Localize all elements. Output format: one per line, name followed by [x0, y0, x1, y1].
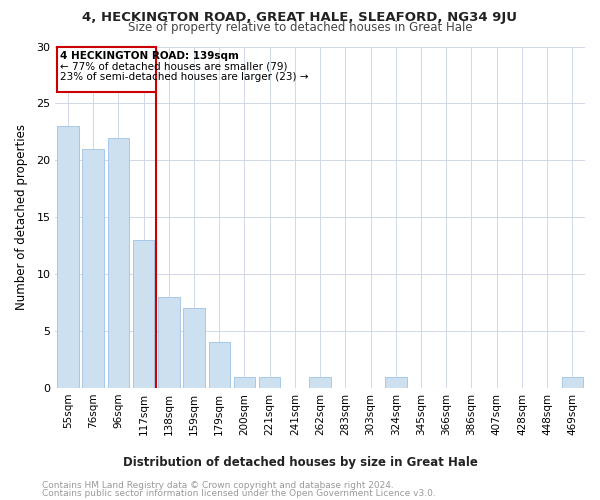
Bar: [133, 240, 154, 388]
Text: Contains HM Land Registry data © Crown copyright and database right 2024.: Contains HM Land Registry data © Crown c…: [42, 481, 394, 490]
Bar: [184, 308, 205, 388]
Text: Contains public sector information licensed under the Open Government Licence v3: Contains public sector information licen…: [42, 489, 436, 498]
Bar: [57, 126, 79, 388]
Bar: [158, 297, 179, 388]
Text: 4, HECKINGTON ROAD, GREAT HALE, SLEAFORD, NG34 9JU: 4, HECKINGTON ROAD, GREAT HALE, SLEAFORD…: [83, 11, 517, 24]
Bar: [234, 376, 255, 388]
Bar: [259, 376, 280, 388]
Text: 4 HECKINGTON ROAD: 139sqm: 4 HECKINGTON ROAD: 139sqm: [61, 51, 239, 61]
Bar: [310, 376, 331, 388]
FancyBboxPatch shape: [56, 46, 156, 92]
Text: ← 77% of detached houses are smaller (79): ← 77% of detached houses are smaller (79…: [61, 62, 288, 72]
Text: Size of property relative to detached houses in Great Hale: Size of property relative to detached ho…: [128, 22, 472, 35]
Text: 23% of semi-detached houses are larger (23) →: 23% of semi-detached houses are larger (…: [61, 72, 309, 82]
Bar: [209, 342, 230, 388]
Y-axis label: Number of detached properties: Number of detached properties: [15, 124, 28, 310]
Bar: [385, 376, 407, 388]
Bar: [82, 149, 104, 388]
Text: Distribution of detached houses by size in Great Hale: Distribution of detached houses by size …: [122, 456, 478, 469]
Bar: [107, 138, 129, 388]
Bar: [562, 376, 583, 388]
